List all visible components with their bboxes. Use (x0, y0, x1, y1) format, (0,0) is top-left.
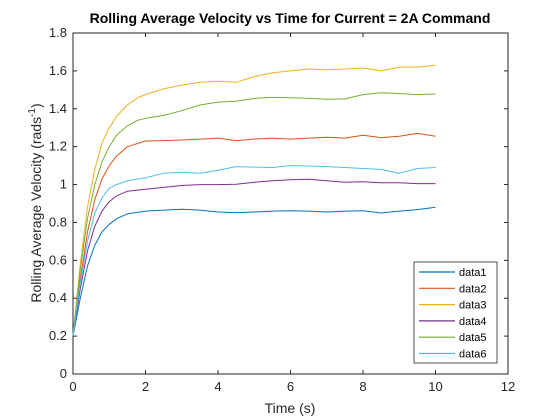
legend-label-data6: data6 (459, 349, 487, 361)
y-tick-label: 1.4 (49, 101, 67, 116)
x-tick-label: 4 (214, 379, 221, 394)
y-tick-label: 0.8 (49, 214, 67, 229)
y-tick-label: 1 (60, 177, 67, 192)
y-axis-title: Rolling Average Velocity (rads-1) (27, 103, 44, 302)
y-tick-label: 0.4 (49, 290, 67, 305)
y-tick-label: 1.8 (49, 25, 67, 40)
x-tick-label: 0 (69, 379, 76, 394)
y-tick-label: 1.2 (49, 139, 67, 154)
chart-title: Rolling Average Velocity vs Time for Cur… (90, 10, 491, 26)
legend-label-data1: data1 (459, 267, 487, 279)
x-axis-title: Time (s) (265, 400, 316, 416)
x-tick-label: 10 (428, 379, 442, 394)
legend: data1 data2 data3 data4 data5 data6 (414, 262, 497, 363)
legend-label-data2: data2 (459, 283, 487, 295)
x-tick-label: 12 (501, 379, 515, 394)
x-tick-label: 8 (359, 379, 366, 394)
y-axis-title-main: Rolling Average Velocity (rads (28, 117, 44, 303)
x-tick-label: 6 (287, 379, 294, 394)
legend-label-data4: data4 (459, 316, 487, 328)
legend-label-data5: data5 (459, 332, 487, 344)
y-tick-label: 0.6 (49, 252, 67, 267)
y-axis-title-end: ) (28, 103, 44, 108)
legend-label-data3: data3 (459, 300, 487, 312)
y-tick-label: 0.2 (49, 328, 67, 343)
y-tick-label: 0 (60, 366, 67, 381)
y-tick-label: 1.6 (49, 63, 67, 78)
x-tick-label: 2 (142, 379, 149, 394)
